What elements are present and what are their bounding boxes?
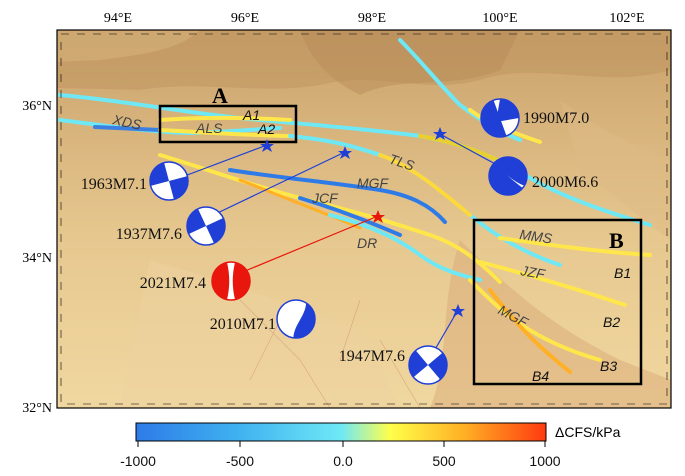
fault-label-dr: DR: [357, 235, 377, 251]
beachball-1963: [149, 161, 189, 201]
eq-label-1990: 1990M7.0: [523, 110, 589, 127]
fault-label-mms: MMS: [519, 226, 554, 246]
colorbar: ΔCFS/kPa -1000 -500 0.0 500 1000: [120, 422, 621, 469]
beachball-2000: [488, 156, 528, 196]
fault-label-b2: B2: [603, 314, 620, 330]
lon-tick-100: 100°E: [482, 11, 517, 26]
fault-label-a2: A2: [257, 121, 275, 137]
epicenter-star-1947: [451, 304, 465, 317]
epicenter-star-2021: [371, 210, 385, 223]
eq-label-2021: 2021M7.4: [140, 275, 206, 292]
lat-tick-32: 32°N: [22, 401, 52, 416]
fault-label-als: ALS: [195, 120, 223, 136]
lon-tick-102: 102°E: [609, 11, 644, 26]
fault-label-jcf: JCF: [311, 190, 339, 206]
map-frame-inner: [60, 33, 668, 405]
eq-label-1963: 1963M7.1: [81, 176, 147, 193]
map-frame: [56, 29, 672, 409]
box-a: [158, 104, 298, 144]
colorbar-tick-500: 500: [432, 453, 456, 469]
fault-label-b4: B4: [532, 368, 549, 384]
fault-label-mgf-north: MGF: [357, 175, 390, 191]
beachball-1990: [480, 98, 520, 138]
box-b-label: B: [609, 228, 624, 253]
colorbar-tick-0: 0.0: [333, 453, 353, 469]
lon-tick-98: 98°E: [358, 11, 386, 26]
epicenter-star-1963: [260, 139, 274, 152]
fault-label-b1: B1: [614, 265, 631, 281]
colorbar-tick-1000: 1000: [529, 453, 560, 469]
eq-label-1947: 1947M7.6: [339, 348, 405, 365]
lat-tick-34: 34°N: [22, 251, 52, 266]
epicenter-star-1937: [338, 146, 352, 159]
box-b: [472, 218, 643, 386]
lat-tick-36: 36°N: [22, 99, 52, 114]
lon-tick-94: 94°E: [104, 11, 132, 26]
eq-label-2000: 2000M6.6: [532, 174, 598, 191]
lon-tick-96: 96°E: [231, 11, 259, 26]
fault-label-a1: A1: [242, 107, 260, 123]
epicenter-stars: [260, 127, 465, 317]
colorbar-title: ΔCFS/kPa: [555, 424, 621, 440]
eq-label-1937: 1937M7.6: [116, 226, 182, 243]
fault-traces: [58, 38, 652, 374]
beachball-2010: [276, 299, 316, 339]
colorbar-tick-neg1000: -1000: [120, 453, 156, 469]
epicenter-star-2000: [433, 127, 447, 140]
colorbar-tick-neg500: -500: [226, 453, 254, 469]
fault-label-xds: XDS: [110, 111, 143, 133]
fault-label-jzf: JZF: [518, 262, 547, 282]
colorbar-ramp: [135, 422, 547, 442]
box-a-label: A: [212, 83, 228, 108]
beachball-1947: [408, 345, 448, 385]
fault-label-group: XDS ALS A1 A2 TLS MGF JCF DR MMS JZF MGF…: [110, 107, 631, 384]
fault-label-b3: B3: [600, 358, 617, 374]
beachball-2021: [211, 261, 251, 301]
eq-label-2010: 2010M7.1: [210, 316, 276, 333]
beachball-1937: [186, 206, 226, 246]
earthquake-label-group: 1990M7.0 2000M6.6 1963M7.1 1937M7.6 2021…: [81, 110, 598, 365]
fault-label-tls: TLS: [387, 151, 417, 174]
